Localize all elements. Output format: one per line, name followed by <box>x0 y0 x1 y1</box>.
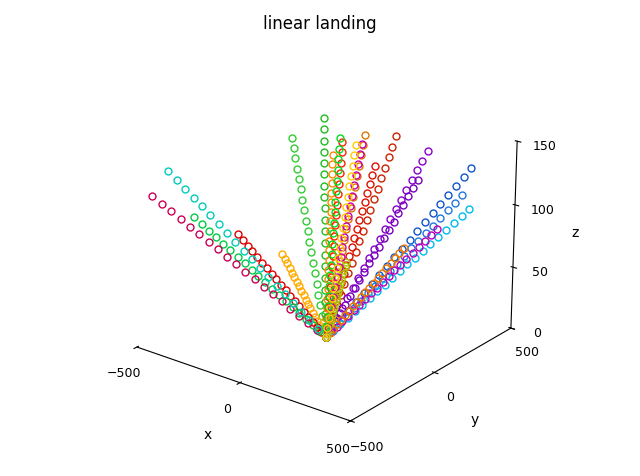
Y-axis label: y: y <box>471 414 479 427</box>
Title: linear landing: linear landing <box>263 15 377 33</box>
X-axis label: x: x <box>204 428 211 442</box>
